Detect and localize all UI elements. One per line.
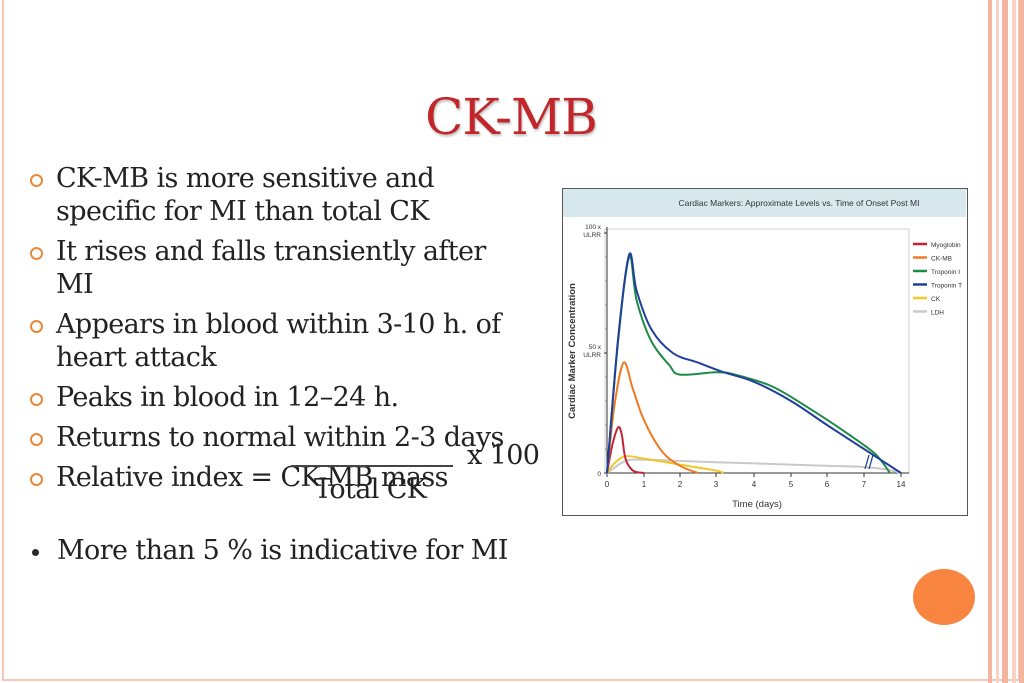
bullet-line: CK-MB is more sensitive and — [56, 163, 435, 194]
cardiac-markers-chart: Cardiac Markers: Approximate Levels vs. … — [562, 188, 968, 516]
formula-multiplier: x 100 — [467, 440, 540, 471]
series-line-troponin-t — [606, 252, 902, 474]
bullet-line: Relative index = CK-MB mass — [56, 462, 449, 493]
bullet-marker-icon — [30, 393, 43, 406]
bullet-marker-icon — [30, 433, 43, 446]
bullet-line: Appears in blood within 3-10 h. of — [56, 309, 501, 340]
legend-label: Troponin I — [931, 269, 960, 276]
legend-label: Myoglobin — [931, 242, 961, 249]
note-text: More than 5 % is indicative for MI — [57, 535, 508, 566]
bullet-marker-icon — [30, 247, 43, 260]
x-tick-label: 3 — [714, 480, 719, 489]
y-tick-label: 0 — [597, 471, 601, 478]
series-line-ck-mb — [606, 361, 699, 474]
legend-label: CK-MB — [931, 256, 952, 263]
series-line-troponin-i — [606, 255, 891, 474]
bullet-line: specific for MI than total CK — [56, 196, 429, 227]
bullet-marker-icon — [30, 473, 43, 486]
bullet-line: MI — [56, 269, 94, 300]
x-tick-label: 4 — [752, 480, 757, 489]
series-line-ldh — [606, 458, 902, 474]
x-tick-label: 7 — [862, 480, 867, 489]
formula-denominator: Total CK — [314, 474, 427, 505]
x-tick-label: 6 — [825, 480, 830, 489]
bullet-line: Peaks in blood in 12–24 h. — [56, 382, 399, 413]
decorative-stripes — [984, 0, 1024, 683]
y-tick-label: ULRR — [583, 232, 601, 239]
bullet-line: It rises and falls transiently after — [56, 236, 486, 267]
x-tick-label: 5 — [789, 480, 794, 489]
bullet-dot-icon — [32, 549, 39, 556]
y-tick-label: 50 x — [589, 344, 602, 351]
chart-title: Cardiac Markers: Approximate Levels vs. … — [679, 198, 920, 208]
y-tick-label: ULRR — [583, 352, 601, 359]
axis-break-mark — [868, 454, 874, 470]
chart-svg: Cardiac Markers: Approximate Levels vs. … — [563, 189, 966, 510]
bullet-marker-icon — [30, 174, 43, 187]
y-axis-label: Cardiac Marker Concentration — [567, 283, 578, 419]
bullet-line: Returns to normal within 2-3 days — [56, 422, 504, 453]
bullet-line: heart attack — [56, 342, 217, 373]
series-line-myoglobin — [606, 426, 645, 474]
plot-area — [604, 228, 910, 474]
bullet-marker-icon — [30, 320, 43, 333]
legend-label: CK — [931, 296, 941, 303]
legend-label: Troponin T — [931, 283, 962, 290]
legend-label: LDH — [931, 310, 944, 317]
fraction-bar — [291, 465, 453, 467]
x-tick-label: 0 — [605, 480, 610, 489]
x-tick-label: 2 — [678, 480, 683, 489]
x-tick-label: 14 — [897, 480, 906, 489]
chart-header-band — [563, 189, 966, 217]
slide-title: CK-MB — [425, 88, 598, 146]
decorative-circle — [913, 569, 975, 625]
axis-break-mark — [864, 454, 870, 470]
series-line-ck — [606, 455, 724, 474]
x-tick-label: 1 — [642, 480, 647, 489]
y-tick-label: 100 x — [585, 224, 602, 231]
x-axis-label: Time (days) — [732, 499, 782, 510]
